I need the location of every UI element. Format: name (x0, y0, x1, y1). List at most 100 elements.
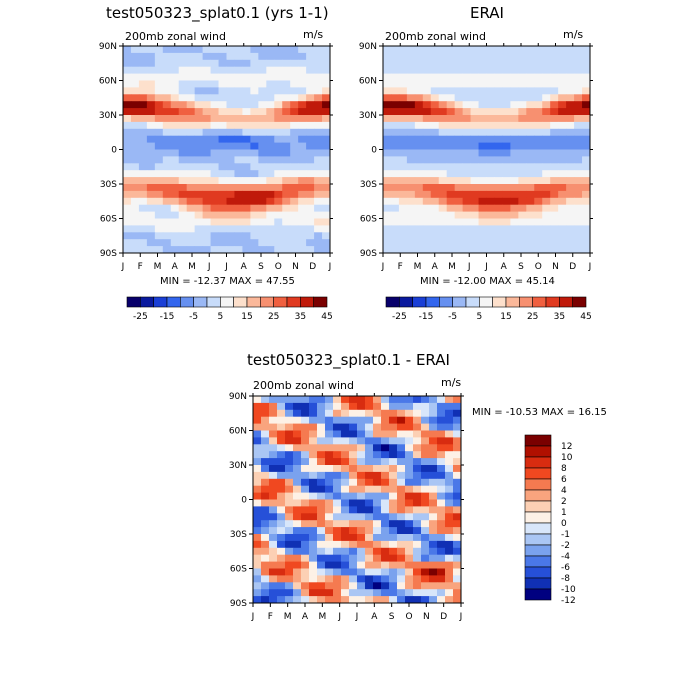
heatmap-cell (333, 402, 342, 411)
heatmap-cell (502, 135, 511, 143)
heatmap-cell (178, 190, 188, 199)
heatmap-cell (550, 87, 559, 95)
heatmap-cell (397, 437, 406, 445)
heatmap-cell (413, 396, 422, 404)
heatmap-cell (266, 246, 275, 254)
heatmap-cell (258, 204, 267, 212)
heatmap-cell (194, 163, 204, 171)
colorbar-swatch (524, 489, 552, 502)
heatmap-cell (242, 225, 251, 233)
heatmap-cell (186, 59, 196, 68)
heatmap-cell (486, 73, 495, 81)
colorbar-swatch (524, 544, 552, 557)
heatmap-cell (162, 101, 172, 109)
heatmap-cell (518, 197, 527, 206)
heatmap-cell (550, 184, 559, 192)
heatmap-cell (438, 142, 448, 150)
heatmap-cell (558, 135, 567, 143)
heatmap-cell (534, 101, 543, 109)
heatmap-cell (381, 520, 390, 528)
heatmap-cell (413, 596, 422, 604)
heatmap-cell (178, 225, 188, 233)
heatmap-cell (234, 163, 243, 171)
heatmap-cell (269, 547, 278, 556)
colorbar-swatch (524, 522, 552, 535)
heatmap-cell (357, 451, 366, 459)
colorbar-label: -1 (561, 530, 570, 540)
heatmap-cell (437, 561, 446, 569)
x-tick-label: A (302, 612, 309, 622)
heatmap-cell (325, 465, 334, 473)
heatmap-cell (422, 52, 432, 61)
heatmap-cell (550, 94, 559, 102)
heatmap-cell (285, 534, 294, 542)
heatmap-cell (526, 190, 535, 199)
heatmap-cell (373, 451, 382, 459)
heatmap-cell (381, 568, 390, 576)
heatmap-cell (381, 499, 390, 507)
heatmap-cell (333, 471, 342, 480)
heatmap-cell (550, 73, 559, 81)
heatmap-cell (383, 197, 392, 206)
heatmap-cell (250, 232, 259, 240)
heatmap-cell (349, 471, 358, 480)
heatmap-cell (298, 204, 307, 212)
heatmap-cell (390, 101, 400, 109)
heatmap-cell (234, 80, 243, 88)
heatmap-cell (130, 211, 140, 219)
colorbar-swatch (524, 467, 552, 480)
heatmap-cell (349, 547, 358, 556)
heatmap-cell (582, 121, 591, 130)
heatmap-cell (282, 197, 291, 206)
heatmap-cell (383, 135, 392, 143)
heatmap-cell (534, 163, 543, 171)
heatmap-cell (309, 396, 318, 404)
heatmap-cell (266, 149, 275, 157)
heatmap-cell (437, 416, 446, 424)
heatmap-cell (285, 402, 294, 411)
heatmap-cell (309, 540, 318, 549)
heatmap-cell (446, 211, 456, 219)
heatmap-cell (454, 87, 464, 95)
heatmap-cell (574, 135, 583, 143)
heatmap-cell (390, 46, 400, 54)
heatmap-cell (445, 478, 454, 487)
heatmap-cell (421, 430, 430, 438)
heatmap-cell (502, 184, 511, 192)
heatmap-cell (298, 80, 307, 88)
heatmap-cell (429, 561, 438, 569)
heatmap-cell (438, 225, 448, 233)
heatmap-cell (138, 232, 148, 240)
heatmap-cell (333, 492, 342, 500)
heatmap-cell (218, 115, 227, 123)
heatmap-cell (266, 184, 275, 192)
heatmap-cell (421, 396, 430, 404)
heatmap-cell (306, 197, 315, 206)
heatmap-cell (566, 211, 575, 219)
heatmap-cell (146, 184, 156, 192)
heatmap-cell (446, 190, 456, 199)
heatmap-cell (333, 547, 342, 556)
heatmap-cell (178, 239, 188, 247)
heatmap-cell (373, 534, 382, 542)
heatmap-cell (438, 211, 448, 219)
heatmap-cell (470, 94, 479, 102)
heatmap-cell (566, 246, 575, 254)
heatmap-cell (301, 540, 310, 549)
colorbar-swatch (524, 577, 552, 590)
heatmap-cell (437, 458, 446, 466)
heatmap-cell (398, 128, 408, 137)
heatmap-cell (282, 239, 291, 247)
heatmap-cell (453, 416, 462, 424)
heatmap-cell (138, 66, 148, 74)
heatmap-cell (582, 156, 591, 164)
colorbar-swatch (524, 500, 552, 513)
colorbar-swatch (572, 296, 587, 308)
heatmap-cell (534, 156, 543, 164)
heatmap-cell (494, 211, 503, 219)
heatmap-cell (470, 204, 479, 212)
heatmap-cell (226, 211, 235, 219)
colorbar-label: -2 (561, 541, 570, 551)
heatmap-cell (574, 128, 583, 137)
heatmap-cell (349, 582, 358, 590)
